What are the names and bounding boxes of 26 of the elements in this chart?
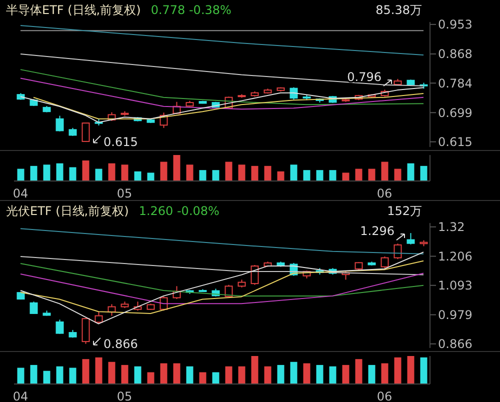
y-tick-label: 0.868 xyxy=(438,47,472,62)
chart-title: 光伏ETF (日线,前复权) xyxy=(6,204,129,218)
chart-subtitle: 0.778 -0.38% xyxy=(150,3,232,17)
x-tick-label: 05 xyxy=(116,186,132,201)
y-tick-label: 0.979 xyxy=(438,308,472,322)
y-tick-label: 1.206 xyxy=(438,250,472,264)
x-tick-label: 04 xyxy=(12,186,28,201)
x-tick-label: 06 xyxy=(376,186,392,201)
x-tick-label: 04 xyxy=(12,390,28,402)
y-tick-label: 0.866 xyxy=(438,337,472,352)
y-tick-label: 1.32 xyxy=(438,220,465,234)
annotation: 1.296 xyxy=(360,224,394,238)
annotation: 0.615 xyxy=(104,134,138,149)
annotation: 0.796 xyxy=(347,70,382,84)
x-tick-label: 05 xyxy=(116,390,132,402)
text: 152万 xyxy=(387,203,422,220)
y-tick-label: 0.615 xyxy=(438,135,472,150)
y-tick-label: 0.953 xyxy=(438,18,472,32)
y-tick-label: 1.093 xyxy=(438,278,472,293)
y-tick-label: 0.784 xyxy=(438,76,472,90)
chart-title: 半导体ETF (日线,前复权) xyxy=(6,3,141,17)
chart-subtitle: 1.260 -0.08% xyxy=(138,204,220,218)
y-tick-label: 0.699 xyxy=(438,106,472,120)
text: 85.38万 xyxy=(376,2,422,19)
x-tick-label: 06 xyxy=(376,390,392,402)
annotation: 0.866 xyxy=(104,336,138,351)
